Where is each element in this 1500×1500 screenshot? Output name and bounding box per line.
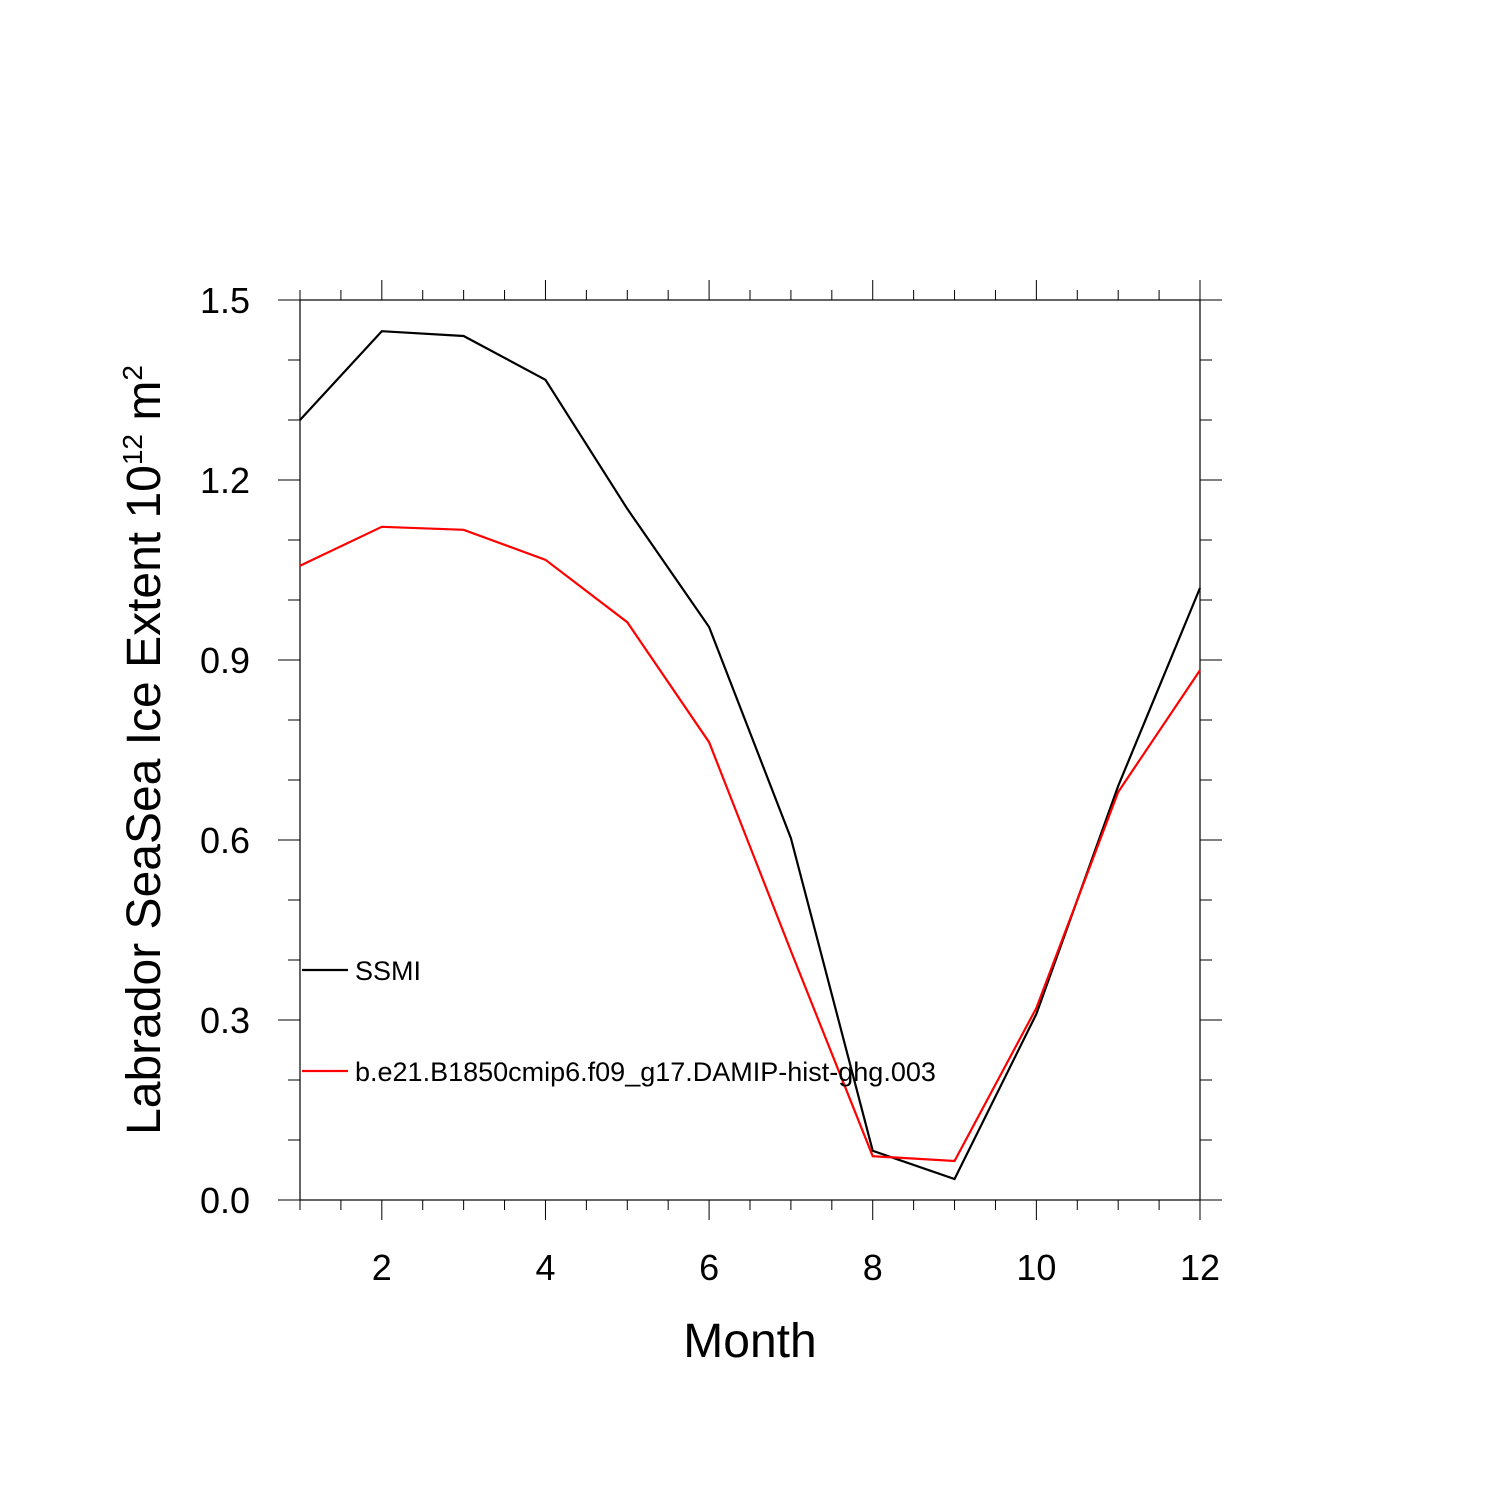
x-tick-label: 8 <box>863 1247 883 1288</box>
x-tick-label: 12 <box>1180 1247 1220 1288</box>
x-tick-label: 4 <box>535 1247 555 1288</box>
x-tick-label: 10 <box>1016 1247 1056 1288</box>
y-axis-title: Labrador SeaSea Ice Extent 1012 m2 <box>117 365 171 1135</box>
tick-labels: 2 4 6 8 10 12 0.0 0.3 0.6 0.9 1.2 1.5 <box>200 280 1220 1288</box>
y-tick-label: 1.5 <box>200 280 250 321</box>
y-axis-title-exponent: 12 <box>117 434 148 465</box>
y-tick-label: 0.0 <box>200 1180 250 1221</box>
legend-label: SSMI <box>355 956 421 986</box>
y-tick-label: 0.3 <box>200 1000 250 1041</box>
x-tick-label: 2 <box>372 1247 392 1288</box>
y-axis-title-main: Labrador SeaSea Ice Extent 10 <box>118 465 171 1135</box>
series-layer <box>299 330 1202 1181</box>
y-tick-label: 0.6 <box>200 820 250 861</box>
series-line-model <box>299 525 1201 1163</box>
y-tick-label: 1.2 <box>200 460 250 501</box>
legend-label: b.e21.B1850cmip6.f09_g17.DAMIP-hist-ghg.… <box>355 1057 936 1087</box>
y-axis-title-unit-exponent: 2 <box>117 365 148 381</box>
y-axis-title-unit: m <box>118 381 171 434</box>
x-axis-title: Month <box>683 1315 816 1368</box>
y-tick-label: 0.9 <box>200 640 250 681</box>
series-line-ssmi <box>299 330 1202 1181</box>
x-tick-label: 6 <box>699 1247 719 1288</box>
axis-ticks <box>278 280 1222 1220</box>
plot-frame <box>299 299 1201 1201</box>
legend: SSMI b.e21.B1850cmip6.f09_g17.DAMIP-hist-… <box>302 956 936 1087</box>
